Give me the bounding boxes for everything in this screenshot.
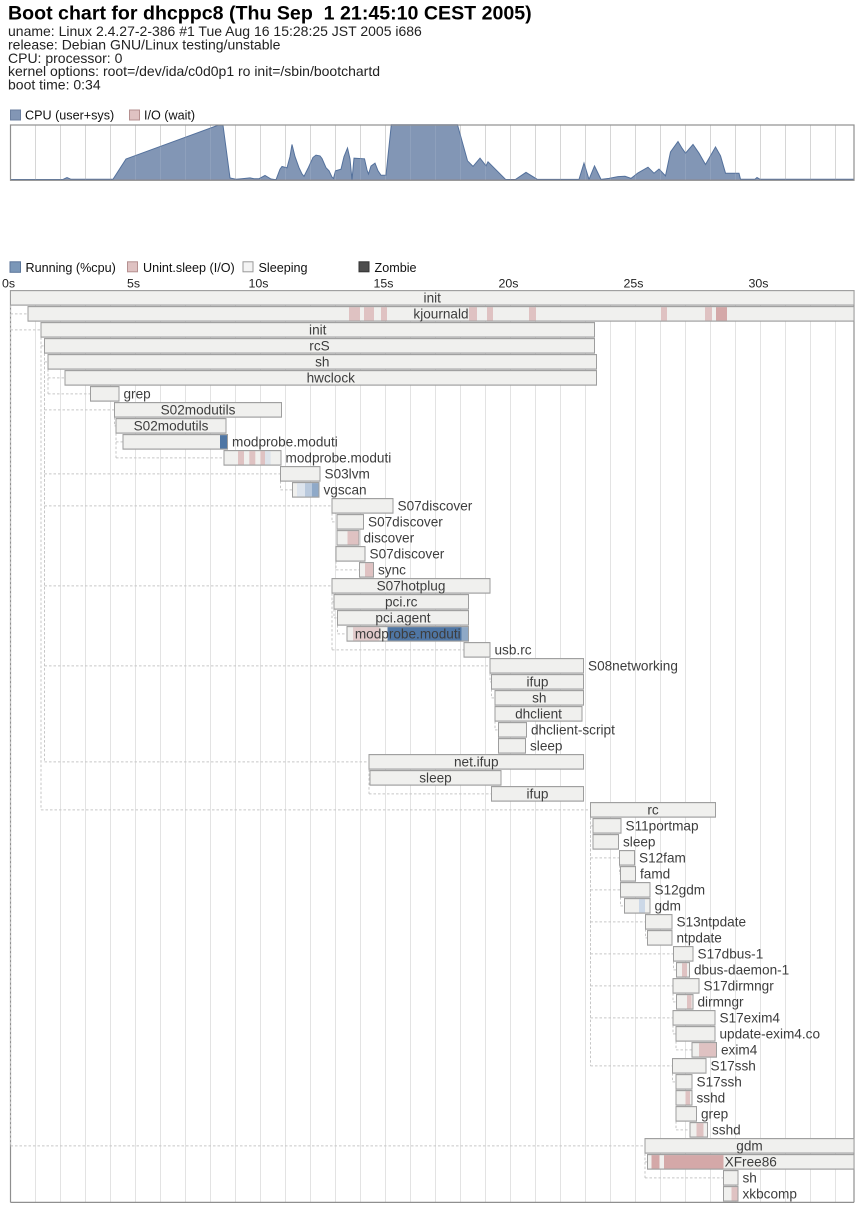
svg-text:XFree86: XFree86 <box>725 1154 777 1169</box>
svg-text:sleep: sleep <box>623 834 656 849</box>
svg-text:CPU (user+sys): CPU (user+sys) <box>25 109 114 123</box>
svg-text:release: Debian GNU/Linux test: release: Debian GNU/Linux testing/unstab… <box>8 37 281 53</box>
svg-text:S07discover: S07discover <box>368 514 443 529</box>
svg-text:hwclock: hwclock <box>307 370 356 385</box>
svg-text:5s: 5s <box>127 277 140 291</box>
svg-text:S12fam: S12fam <box>639 850 686 865</box>
svg-text:sync: sync <box>378 562 406 577</box>
svg-text:S17exim4: S17exim4 <box>720 1010 781 1025</box>
svg-text:modprobe.moduti: modprobe.moduti <box>286 450 392 465</box>
svg-text:kjournald: kjournald <box>413 306 468 321</box>
svg-text:net.ifup: net.ifup <box>454 754 499 769</box>
svg-text:discover: discover <box>364 530 415 545</box>
svg-text:init: init <box>424 290 442 305</box>
svg-text:grep: grep <box>124 386 151 401</box>
svg-text:10s: 10s <box>249 277 269 291</box>
svg-text:dbus-daemon-1: dbus-daemon-1 <box>694 962 789 977</box>
svg-text:S12gdm: S12gdm <box>655 882 706 897</box>
svg-text:S07hotplug: S07hotplug <box>377 578 446 593</box>
svg-text:boot time: 0:34: boot time: 0:34 <box>8 76 101 92</box>
svg-text:init: init <box>309 322 327 337</box>
svg-text:S07discover: S07discover <box>398 498 473 513</box>
svg-text:Running (%cpu): Running (%cpu) <box>26 261 116 275</box>
svg-text:modprobe.moduti: modprobe.moduti <box>355 626 461 641</box>
svg-text:S17dirmngr: S17dirmngr <box>704 978 775 993</box>
svg-text:usb.rc: usb.rc <box>495 642 532 657</box>
svg-text:S07discover: S07discover <box>370 546 445 561</box>
svg-text:sh: sh <box>315 354 329 369</box>
svg-text:S13ntpdate: S13ntpdate <box>677 914 747 929</box>
svg-text:gdm: gdm <box>655 898 681 913</box>
svg-text:ifup: ifup <box>527 786 549 801</box>
svg-text:S11portmap: S11portmap <box>626 818 699 833</box>
svg-text:20s: 20s <box>499 277 519 291</box>
svg-text:I/O (wait): I/O (wait) <box>144 109 195 123</box>
svg-text:Boot chart for dhcppc8 (Thu Se: Boot chart for dhcppc8 (Thu Sep 1 21:45:… <box>8 3 532 25</box>
svg-text:grep: grep <box>701 1106 728 1121</box>
svg-text:ifup: ifup <box>527 674 549 689</box>
svg-text:sleep: sleep <box>530 738 563 753</box>
svg-text:Unint.sleep (I/O): Unint.sleep (I/O) <box>143 261 235 275</box>
svg-text:dirmngr: dirmngr <box>698 994 745 1009</box>
svg-text:S02modutils: S02modutils <box>134 418 209 433</box>
svg-text:sleep: sleep <box>419 770 452 785</box>
svg-text:25s: 25s <box>624 277 644 291</box>
svg-text:pci.rc: pci.rc <box>385 594 418 609</box>
svg-text:pci.agent: pci.agent <box>375 610 430 625</box>
svg-text:ntpdate: ntpdate <box>677 930 722 945</box>
svg-text:30s: 30s <box>749 277 769 291</box>
svg-text:kernel options: root=/dev/ida/: kernel options: root=/dev/ida/c0d0p1 ro … <box>8 63 380 79</box>
svg-text:0s: 0s <box>2 277 15 291</box>
svg-text:dhclient-script: dhclient-script <box>531 722 615 737</box>
svg-text:famd: famd <box>640 866 670 881</box>
svg-text:dhclient: dhclient <box>515 706 562 721</box>
svg-text:sshd: sshd <box>697 1090 726 1105</box>
svg-text:sh: sh <box>743 1170 757 1185</box>
svg-text:CPU: processor: 0: CPU: processor: 0 <box>8 50 123 66</box>
svg-text:update-exim4.co: update-exim4.co <box>720 1026 821 1041</box>
svg-text:S17ssh: S17ssh <box>711 1058 756 1073</box>
svg-text:Zombie: Zombie <box>375 261 417 275</box>
svg-text:S17ssh: S17ssh <box>697 1074 742 1089</box>
svg-text:S08networking: S08networking <box>588 658 678 673</box>
svg-text:uname: Linux 2.4.27-2-386 #1 T: uname: Linux 2.4.27-2-386 #1 Tue Aug 16 … <box>8 23 422 39</box>
svg-text:modprobe.moduti: modprobe.moduti <box>232 434 338 449</box>
svg-text:xkbcomp: xkbcomp <box>743 1186 797 1201</box>
svg-text:S17dbus-1: S17dbus-1 <box>698 946 764 961</box>
svg-text:rcS: rcS <box>309 338 329 353</box>
svg-text:rc: rc <box>647 802 659 817</box>
svg-text:vgscan: vgscan <box>324 482 367 497</box>
svg-text:15s: 15s <box>374 277 394 291</box>
svg-text:sshd: sshd <box>712 1122 741 1137</box>
svg-text:S02modutils: S02modutils <box>161 402 236 417</box>
svg-text:gdm: gdm <box>736 1138 762 1153</box>
svg-text:sh: sh <box>532 690 546 705</box>
svg-text:exim4: exim4 <box>721 1042 758 1057</box>
svg-text:Sleeping: Sleeping <box>259 261 308 275</box>
svg-text:S03lvm: S03lvm <box>325 466 370 481</box>
